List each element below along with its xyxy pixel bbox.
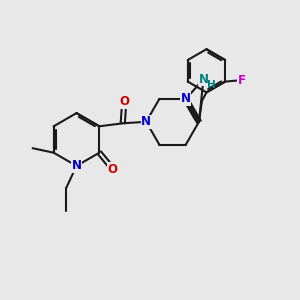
Text: N: N — [141, 115, 151, 128]
Text: N: N — [71, 159, 82, 172]
Text: H: H — [208, 80, 216, 90]
Text: O: O — [108, 163, 118, 176]
Text: N: N — [181, 92, 191, 105]
Text: O: O — [119, 95, 129, 108]
Text: F: F — [238, 74, 246, 87]
Text: N: N — [198, 73, 208, 86]
